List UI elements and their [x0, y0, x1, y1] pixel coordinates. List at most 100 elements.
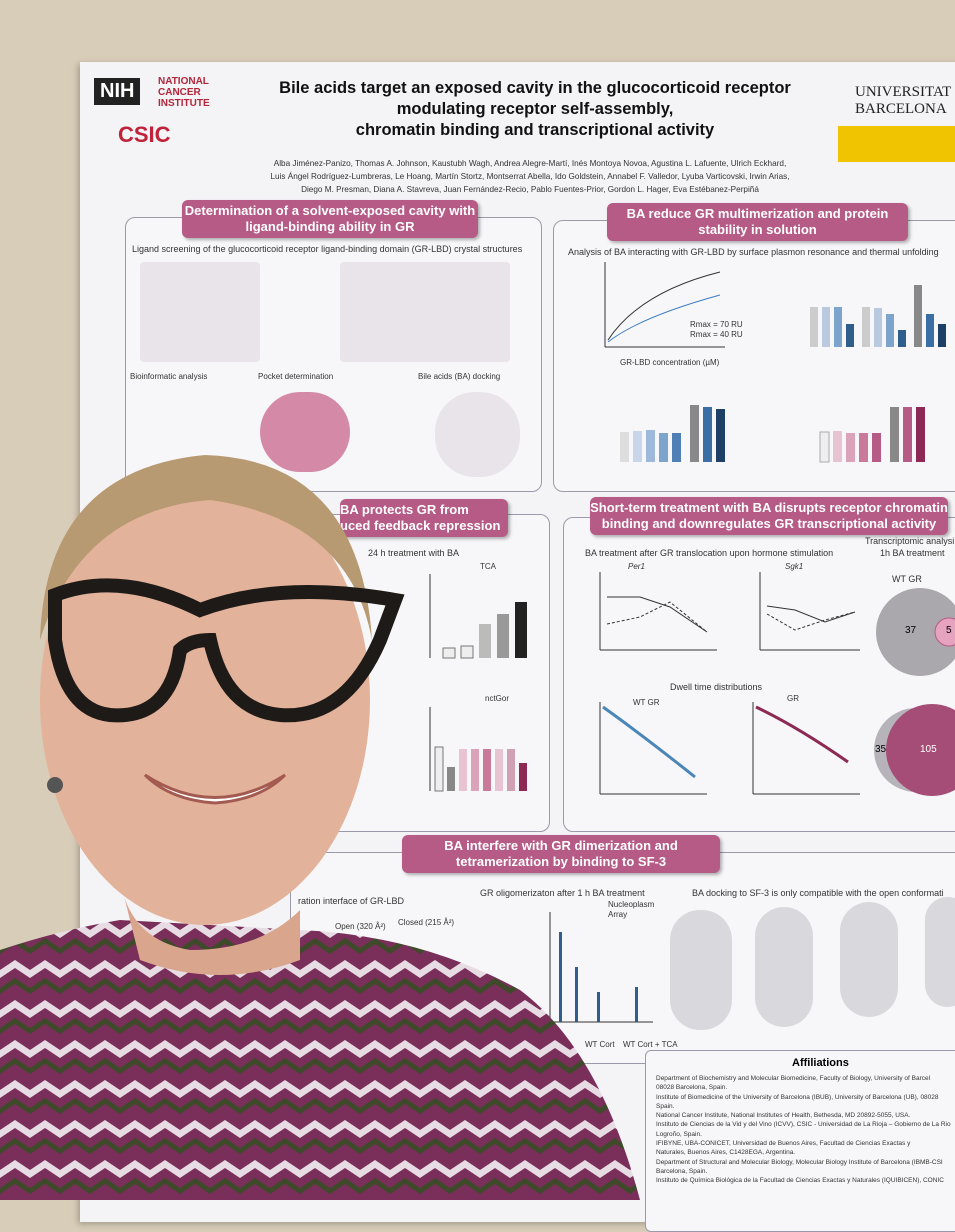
logo-line: UNIVERSITAT DE — [855, 84, 955, 100]
protein-figure — [140, 262, 260, 362]
logo-line: BARCELONA — [855, 101, 947, 117]
heading-line: uced feedback repression — [340, 518, 501, 533]
line-figure — [599, 572, 717, 651]
plot-label: Rmax = 70 RU — [690, 320, 743, 329]
figure-label: Open (320 Å²) — [335, 922, 386, 931]
person — [0, 455, 640, 1200]
protein-figure — [840, 902, 898, 1017]
bar-figure — [429, 707, 527, 792]
affiliation: National Cancer Institute, National Inst… — [656, 1112, 911, 1120]
venn-diagram — [876, 588, 955, 676]
pocket-figure — [260, 392, 350, 472]
docking-figure — [435, 392, 520, 477]
affiliation: IFIBYNE, UBA-CONICET, Universidad de Bue… — [656, 1140, 911, 1148]
ub-logo: UNIVERSITAT DE BARCELONA — [855, 84, 955, 118]
hair — [40, 455, 372, 640]
figure-label: Closed (215 Å²) — [398, 918, 455, 927]
shirt — [0, 920, 640, 1200]
affiliation: Logroño, Spain. — [656, 1130, 702, 1138]
legend-entry: Nucleoplasm — [608, 900, 655, 909]
bar-figure — [429, 574, 527, 659]
dwell-plot — [599, 702, 707, 795]
logo-line: CANCER — [158, 87, 201, 98]
protein-figure — [340, 262, 510, 362]
heading-line: stability in solution — [698, 222, 817, 237]
section-caption: 24 h treatment with BA — [368, 548, 460, 558]
logo-line: NATIONAL — [158, 76, 209, 87]
figure-label: BA docking to SF-3 is only compatible wi… — [692, 888, 944, 898]
smile — [143, 773, 287, 805]
author-line: Luis Ángel Rodríguez-Lumbreras, Le Hoang… — [270, 172, 790, 181]
glasses — [48, 578, 405, 723]
protein-figure — [755, 907, 813, 1027]
affiliation: Naturales, Buenos Aires, C1428EGA, Argen… — [656, 1149, 796, 1157]
title-line: chromatin binding and transcriptional ac… — [355, 121, 715, 139]
figure-label: Transcriptomic analysi — [865, 536, 955, 546]
figure-label: nctGor — [485, 694, 510, 703]
dwell-plot — [752, 702, 860, 795]
affiliation: Barcelona, Spain. — [656, 1167, 708, 1175]
nih-logo: NIH — [94, 78, 141, 105]
figure-label: Pocket determination — [258, 372, 334, 381]
axis-label: WT Cort + TCA — [623, 1040, 678, 1049]
gene-label: Sgk1 — [785, 562, 804, 571]
figure-label: WT GR — [892, 574, 922, 584]
bar-figure — [810, 285, 946, 347]
gene-label: Per1 — [628, 562, 645, 571]
heading-line: binding and downregulates GR transcripti… — [601, 516, 937, 531]
author-line: Diego M. Presman, Diana A. Stavreva, Jua… — [301, 185, 759, 194]
section-heading: BA protects GR from uced feedback repres… — [340, 499, 508, 537]
photo: NIH NATIONAL CANCER INSTITUTE CSIC UNIVE… — [0, 62, 955, 1232]
affiliation: Instituto de Ciencias de la Vid y del Vi… — [656, 1121, 951, 1129]
heading-line: Short-term treatment with BA disrupts re… — [590, 500, 948, 515]
venn-count: 5 — [946, 625, 952, 636]
affiliations-list: Department of Biochemistry and Molecular… — [656, 1074, 951, 1186]
title-line: modulating receptor self-assembly, — [396, 100, 674, 118]
affiliation: Spain. — [656, 1102, 675, 1110]
section-heading: BA interfere with GR dimerization and te… — [402, 835, 720, 873]
csic-logo: CSIC — [118, 122, 171, 147]
axis-label: WT Cort — [585, 1040, 615, 1049]
heading-line: Determination of a solvent-exposed cavit… — [184, 203, 476, 218]
affiliations-heading: Affiliations — [792, 1057, 849, 1069]
bar-figure — [819, 407, 925, 463]
venn-count: 35 — [875, 744, 887, 755]
section-heading: Short-term treatment with BA disrupts re… — [590, 497, 948, 535]
author-line: Alba Jiménez-Panizo, Thomas A. Johnson, … — [273, 159, 787, 168]
affiliation: Department of Biochemistry and Molecular… — [656, 1075, 931, 1082]
section-caption: Ligand screening of the glucocorticoid r… — [132, 244, 523, 254]
heading-line: BA interfere with GR dimerization and — [444, 838, 678, 853]
figure-label: GR — [787, 694, 799, 703]
affiliation: Instituto de Química Biológica de la Fac… — [656, 1177, 944, 1185]
affiliation: Institute of Biomedicine of the Universi… — [656, 1093, 939, 1101]
neck — [120, 880, 300, 975]
figure-label: WT GR — [633, 698, 660, 707]
spr-plot — [604, 262, 725, 348]
heading-line: BA protects GR from — [340, 502, 469, 517]
section-heading: Determination of a solvent-exposed cavit… — [182, 200, 478, 238]
axis-label: GR-LBD concentration (µM) — [620, 358, 720, 367]
figure-label: 1h BA treatment — [880, 548, 945, 558]
nci-logo: NATIONAL CANCER INSTITUTE — [158, 76, 210, 109]
heading-line: tetramerization by binding to SF-3 — [455, 854, 667, 869]
heading-line: ligand-binding ability in GR — [245, 219, 415, 234]
section-heading: BA reduce GR multimerization and protein… — [607, 203, 908, 241]
poster-title: Bile acids target an exposed cavity in t… — [230, 78, 840, 141]
bar-figure — [620, 405, 725, 462]
section-caption: Analysis of BA interacting with GR-LBD b… — [568, 247, 939, 257]
figure-label: TCA — [480, 562, 496, 571]
earring — [47, 777, 63, 793]
figure-label: Bile acids (BA) docking — [418, 372, 501, 381]
figure-label: ration interface of GR-LBD — [298, 896, 405, 906]
title-line: Bile acids target an exposed cavity in t… — [279, 79, 791, 97]
authors: Alba Jiménez-Panizo, Thomas A. Johnson, … — [180, 157, 880, 196]
protein-figure — [925, 897, 955, 1007]
line-figure — [759, 572, 860, 651]
section-caption: BA treatment after GR translocation upon… — [585, 548, 834, 558]
legend-entry: Array — [608, 910, 628, 919]
affiliation: 08028 Barcelona, Spain. — [656, 1084, 728, 1092]
venn-count: 37 — [905, 625, 917, 636]
venn-diagram — [874, 704, 955, 796]
protein-figure — [670, 910, 732, 1030]
section-caption: GR oligomerizaton after 1 h BA treatment — [480, 888, 645, 898]
